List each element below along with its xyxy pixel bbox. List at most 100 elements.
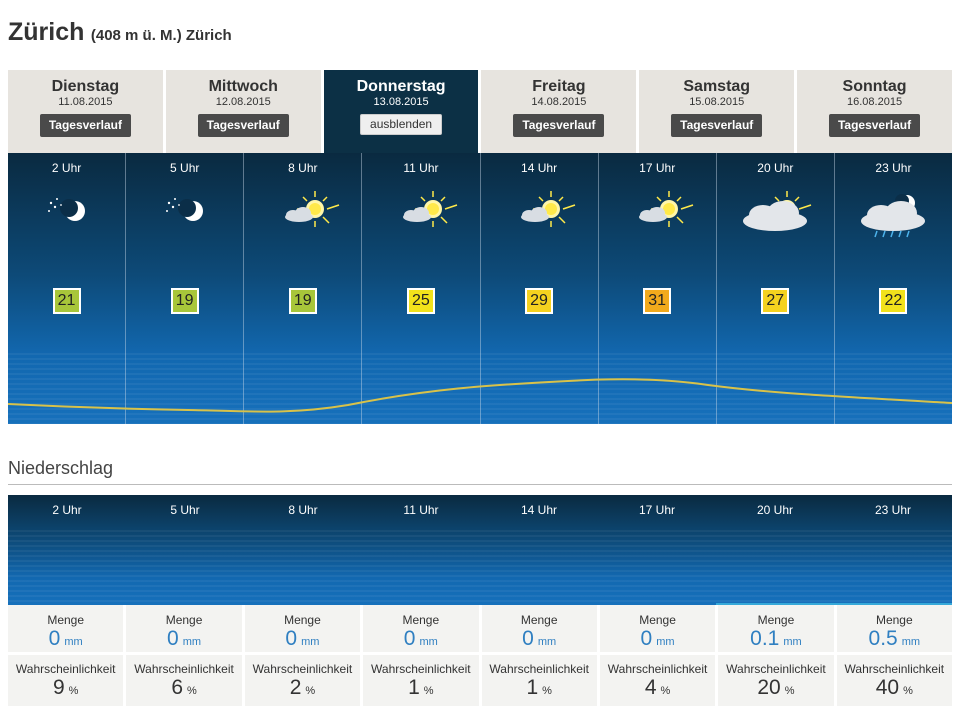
page-title: Zürich (408 m ü. M.) Zürich bbox=[8, 18, 232, 47]
day-date: 13.08.2015 bbox=[373, 96, 429, 108]
day-name: Dienstag bbox=[51, 78, 120, 95]
day-name: Freitag bbox=[532, 78, 586, 95]
precipitation-stats: Menge 0 mm Wahrscheinlichkeit 9% Menge 0 mm Wahr… bbox=[8, 605, 952, 706]
precipitation-stat: Menge 0 mm Wahrscheinlichkeit 9% bbox=[8, 605, 124, 706]
menge-unit: mm bbox=[901, 636, 921, 648]
precipitation-hour: 11 Uhr bbox=[403, 503, 439, 517]
forecast-hour: 23 Uhr bbox=[875, 161, 912, 175]
precipitation-bar bbox=[834, 603, 952, 605]
precipitation-column: 5 Uhr bbox=[126, 495, 244, 605]
precipitation-column: 20 Uhr bbox=[716, 495, 834, 605]
day-date: 14.08.2015 bbox=[531, 96, 587, 108]
probability-label: Wahrscheinlichkeit bbox=[607, 662, 708, 676]
probability-unit: % bbox=[542, 685, 552, 697]
day-tab-5[interactable]: Sonntag 16.08.2015 Tagesverlauf bbox=[794, 70, 952, 153]
forecast-hour: 14 Uhr bbox=[521, 161, 558, 175]
probability-label: Wahrscheinlichkeit bbox=[134, 662, 234, 676]
forecast-panel: 2 Uhr 21 5 Uhr 19 8 Uhr 19 11 Uhr 25 14 Uhr 29 17 … bbox=[8, 153, 952, 424]
precipitation-title: Niederschlag bbox=[8, 458, 114, 478]
precipitation-stat: Menge 0 mm Wahrscheinlichkeit 2% bbox=[241, 605, 361, 706]
sun-light-clouds-icon bbox=[263, 185, 343, 245]
probability-value: 40 bbox=[875, 676, 900, 699]
sun-light-clouds-icon bbox=[381, 185, 461, 245]
precipitation-column: 2 Uhr bbox=[8, 495, 126, 605]
day-detail-button[interactable]: Tagesverlauf bbox=[197, 114, 289, 137]
temperature-badge: 21 bbox=[52, 288, 81, 314]
city-subtitle: (408 m ü. M.) Zürich bbox=[90, 27, 232, 44]
day-tab-2[interactable]: Donnerstag 13.08.2015 ausblenden bbox=[320, 70, 479, 153]
precipitation-stat: Menge 0 mm Wahrscheinlichkeit 6% bbox=[123, 605, 242, 706]
sun-cloudy-icon bbox=[735, 185, 815, 245]
forecast-hour: 2 Uhr bbox=[51, 161, 82, 175]
temperature-badge: 19 bbox=[288, 288, 317, 314]
probability-label: Wahrscheinlichkeit bbox=[489, 662, 589, 676]
probability-box: Wahrscheinlichkeit 40% bbox=[837, 655, 952, 703]
temperature-badge: 22 bbox=[879, 288, 908, 314]
temperature-badge: 27 bbox=[761, 288, 790, 314]
menge-box: Menge 0.5 mm bbox=[836, 605, 952, 655]
menge-label: Menge bbox=[639, 613, 676, 627]
probability-unit: % bbox=[903, 685, 913, 697]
menge-label: Menge bbox=[875, 613, 913, 627]
menge-label: Menge bbox=[284, 613, 321, 627]
precipitation-hour: 5 Uhr bbox=[170, 503, 200, 517]
menge-value: 0 bbox=[48, 627, 61, 650]
forecast-column: 11 Uhr 25 bbox=[361, 153, 479, 424]
forecast-column: 5 Uhr 19 bbox=[125, 153, 243, 424]
sun-light-clouds-icon bbox=[617, 185, 697, 245]
day-tab-0[interactable]: Dienstag 11.08.2015 Tagesverlauf bbox=[8, 70, 163, 153]
probability-label: Wahrscheinlichkeit bbox=[726, 662, 826, 676]
probability-value: 9 bbox=[52, 676, 65, 699]
precipitation-hour: 2 Uhr bbox=[52, 503, 82, 517]
precipitation-stat: Menge 0 mm Wahrscheinlichkeit 4% bbox=[596, 605, 716, 706]
day-detail-button[interactable]: Tagesverlauf bbox=[828, 114, 921, 137]
menge-label: Menge bbox=[757, 613, 795, 627]
menge-unit: mm bbox=[182, 636, 202, 648]
forecast-column: 20 Uhr 27 bbox=[715, 153, 834, 424]
precipitation-hour: 14 Uhr bbox=[520, 503, 558, 517]
probability-unit: % bbox=[660, 685, 671, 697]
menge-label: Menge bbox=[402, 613, 440, 627]
menge-box: Menge 0 mm bbox=[8, 605, 124, 655]
probability-label: Wahrscheinlichkeit bbox=[15, 662, 116, 676]
day-name: Mittwoch bbox=[208, 78, 278, 95]
forecast-column: 8 Uhr 19 bbox=[243, 153, 361, 424]
temperature-badge: 25 bbox=[406, 288, 435, 314]
menge-box: Menge 0 mm bbox=[599, 605, 716, 655]
probability-unit: % bbox=[305, 685, 316, 697]
forecast-column: 14 Uhr 29 bbox=[479, 153, 598, 424]
day-date: 11.08.2015 bbox=[58, 96, 113, 108]
day-name: Sonntag bbox=[842, 78, 907, 95]
probability-box: Wahrscheinlichkeit 2% bbox=[245, 655, 360, 703]
forecast-column: 23 Uhr 22 bbox=[833, 153, 952, 424]
probability-box: Wahrscheinlichkeit 4% bbox=[600, 655, 715, 703]
day-tab-4[interactable]: Samstag 15.08.2015 Tagesverlauf bbox=[636, 70, 795, 153]
day-tab-1[interactable]: Mittwoch 12.08.2015 Tagesverlauf bbox=[162, 70, 321, 153]
forecast-column: 2 Uhr 21 bbox=[8, 153, 125, 424]
menge-value: 0.1 bbox=[750, 627, 780, 650]
menge-label: Menge bbox=[520, 613, 558, 627]
precipitation-stat: Menge 0 mm Wahrscheinlichkeit 1% bbox=[360, 605, 479, 706]
hide-button[interactable]: ausblenden bbox=[360, 114, 443, 135]
precipitation-column: 14 Uhr bbox=[480, 495, 598, 605]
precipitation-column: 11 Uhr bbox=[362, 495, 480, 605]
menge-label: Menge bbox=[47, 613, 85, 627]
precipitation-stat: Menge 0.5 mm Wahrscheinlichkeit 40% bbox=[833, 605, 952, 706]
menge-box: Menge 0 mm bbox=[244, 605, 361, 655]
sun-light-clouds-icon bbox=[499, 185, 579, 245]
menge-value: 0 bbox=[167, 627, 179, 650]
day-detail-button[interactable]: Tagesverlauf bbox=[39, 114, 131, 137]
temperature-badge: 29 bbox=[525, 288, 554, 314]
city-name: Zürich bbox=[8, 18, 85, 46]
day-tab-3[interactable]: Freitag 14.08.2015 Tagesverlauf bbox=[478, 70, 637, 153]
day-name: Donnerstag bbox=[356, 78, 446, 95]
day-tabs: Dienstag 11.08.2015 Tagesverlauf Mittwoch 12… bbox=[8, 70, 952, 153]
day-detail-button[interactable]: Tagesverlauf bbox=[671, 114, 763, 137]
menge-unit: mm bbox=[301, 636, 320, 648]
menge-box: Menge 0.1 mm bbox=[718, 605, 834, 655]
precipitation-column: 17 Uhr bbox=[598, 495, 716, 605]
probability-box: Wahrscheinlichkeit 6% bbox=[126, 655, 241, 703]
menge-value: 0 bbox=[285, 627, 298, 650]
day-detail-button[interactable]: Tagesverlauf bbox=[513, 114, 605, 137]
divider bbox=[8, 484, 952, 485]
